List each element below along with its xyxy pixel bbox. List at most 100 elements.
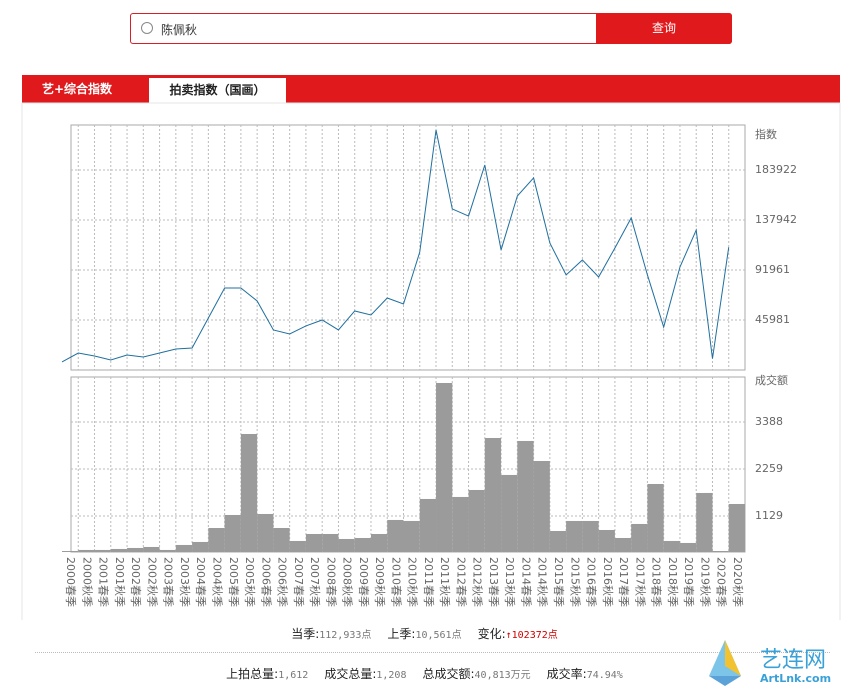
x-tick-label: 2010秋季	[406, 557, 420, 607]
chart-frame	[21, 102, 841, 620]
bar	[94, 549, 111, 552]
search-icon	[141, 22, 153, 34]
bar	[679, 542, 697, 552]
x-tick-label: 2004秋季	[210, 557, 224, 607]
bar	[208, 527, 225, 552]
x-tick-label: 2016秋季	[601, 557, 615, 607]
x-tick-label: 2013春季	[487, 557, 500, 607]
chart: 指数 成交额 45981 91961 137942 183922 1129 2259 338…	[21, 102, 841, 620]
bar	[468, 489, 485, 552]
stats-row: 上拍总量:1,612 成交总量:1,208 总成交额:40,813万元 成交率:74.…	[0, 665, 865, 682]
x-tick-label: 2012春季	[454, 557, 467, 607]
x-tick-label: 2005秋季	[243, 557, 257, 607]
bar	[419, 498, 437, 552]
stat-value: ↑102372点	[505, 630, 558, 641]
tab-active[interactable]: 拍卖指数（国画）	[149, 78, 286, 103]
x-tick-label: 2001秋季	[113, 557, 127, 607]
bar	[224, 514, 241, 552]
search-query[interactable]: 陈佩秋	[161, 23, 198, 37]
search-button[interactable]: 查询	[596, 13, 732, 44]
x-tick-label: 2019秋季	[698, 557, 712, 607]
bar	[517, 440, 534, 552]
bar	[387, 519, 404, 552]
x-tick-label: 2000秋季	[80, 557, 94, 607]
x-tick-label: 2020秋季	[731, 557, 745, 607]
y-tick-label: 45981	[755, 313, 790, 326]
x-tick-label: 2017秋季	[633, 557, 647, 607]
tab-bar: 艺+综合指数 拍卖指数（国画）	[22, 75, 840, 103]
bar	[110, 548, 128, 552]
y2-tick-label: 1129	[755, 509, 783, 522]
stat-label: 变化:	[477, 627, 506, 641]
x-tick-label: 2004春季	[194, 557, 207, 607]
bar	[436, 382, 453, 552]
bar	[631, 523, 648, 552]
x-tick-label: 2007秋季	[308, 557, 322, 607]
x-tick-label: 2014秋季	[536, 557, 550, 607]
y2-tick-label: 2259	[755, 462, 783, 475]
bar	[712, 551, 729, 552]
y-tick-label: 183922	[755, 163, 797, 176]
bar	[127, 547, 144, 552]
tab[interactable]: 艺+综合指数	[42, 82, 113, 96]
bar	[354, 537, 371, 552]
y-axis-label: 指数	[755, 127, 777, 141]
y2-axis-label: 成交额	[755, 373, 788, 387]
bar	[78, 549, 95, 552]
y2-tick-label: 3388	[755, 415, 783, 428]
bar	[403, 520, 420, 552]
search-box[interactable]: 陈佩秋 查询	[130, 13, 732, 44]
x-tick-label: 2010春季	[389, 557, 402, 607]
x-tick-label: 2020春季	[715, 557, 728, 607]
x-tick-label: 2006春季	[259, 557, 272, 607]
stat-value: 10,561点	[415, 630, 462, 641]
stat-value: 1,208	[376, 670, 407, 681]
x-tick-label: 2003春季	[162, 557, 175, 607]
x-tick-label: 2002秋季	[145, 557, 159, 607]
bar	[582, 520, 599, 552]
logo-name: 艺连网	[760, 648, 827, 673]
stat-label: 成交总量:	[324, 667, 377, 681]
x-tick-label: 2018春季	[650, 557, 663, 607]
bar	[273, 527, 290, 552]
bar	[501, 474, 518, 552]
x-tick-label: 2007春季	[292, 557, 305, 607]
x-tick-label: 2001春季	[97, 557, 110, 607]
plot-frame	[70, 124, 746, 371]
bar	[322, 533, 339, 552]
separator	[35, 652, 830, 653]
x-tick-label: 2003秋季	[178, 557, 192, 607]
x-tick-label: 2019春季	[682, 557, 695, 607]
bar	[175, 544, 193, 552]
index-line	[61, 129, 730, 363]
x-tick-label: 2002春季	[129, 557, 142, 607]
x-tick-label: 2008春季	[324, 557, 337, 607]
x-tick-label: 2000春季	[64, 557, 77, 607]
stats-row: 当季:112,933点 上季:10,561点 变化:↑102372点	[0, 625, 865, 642]
bar	[240, 433, 258, 552]
stat-label: 总成交额:	[422, 667, 475, 681]
x-tick-label: 2016春季	[585, 557, 598, 607]
bar	[289, 540, 306, 552]
stat-label: 上季:	[387, 627, 416, 641]
bar	[647, 483, 664, 552]
stat-value: 40,813万元	[474, 670, 531, 681]
bar	[159, 549, 176, 552]
bar	[549, 530, 567, 552]
stat-label: 上拍总量:	[226, 667, 279, 681]
x-tick-label: 2013秋季	[503, 557, 517, 607]
x-tick-label: 2006秋季	[276, 557, 290, 607]
bar	[192, 541, 209, 552]
bar	[663, 540, 680, 552]
bar	[143, 546, 160, 552]
x-tick-label: 2009秋季	[373, 557, 387, 607]
y-tick-label: 91961	[755, 263, 790, 276]
bar	[305, 533, 323, 552]
bar	[728, 503, 745, 552]
stat-value: 74.94%	[586, 670, 623, 681]
x-tick-label: 2017春季	[617, 557, 630, 607]
logo-icon	[709, 640, 741, 686]
stat-label: 当季:	[291, 627, 320, 641]
bar	[614, 537, 632, 552]
